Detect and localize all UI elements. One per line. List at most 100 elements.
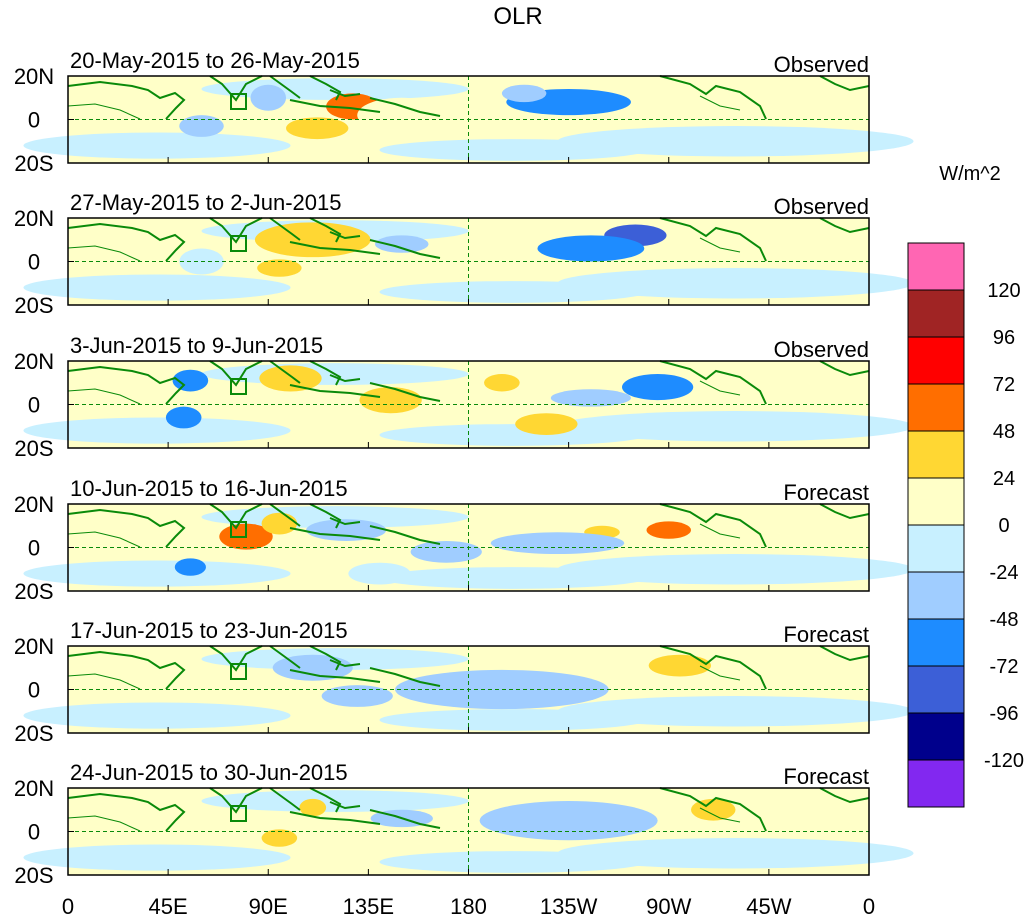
y-tick-label: 0: [28, 108, 40, 133]
olr-anomaly-region: [306, 519, 387, 541]
olr-anomaly-region: [646, 521, 691, 539]
panel: 20N 0 20S 17-Jun-2015 to 23-Jun-2015 Forecas…: [14, 618, 914, 746]
colorbar-level-label: -72: [990, 656, 1019, 678]
colorbar-level-label: 0: [998, 515, 1009, 537]
colorbar-swatch: [907, 336, 965, 385]
olr-anomaly-region: [395, 669, 609, 710]
olr-anomaly-region: [648, 654, 712, 677]
panel-kind-label: Forecast: [783, 622, 869, 647]
x-tick-label: 180: [450, 894, 487, 919]
weak-negative-region: [379, 709, 647, 731]
olr-anomaly-region: [257, 259, 302, 277]
olr-anomaly-region: [299, 798, 327, 817]
x-tick-label: 90W: [646, 894, 691, 919]
colorbar-level-label: 120: [987, 280, 1020, 302]
colorbar-level-label: -96: [990, 703, 1019, 725]
panels: 20N 0 20S 20-May-2015 to 26-May-2015 Observe…: [14, 48, 914, 888]
olr-anomaly-region: [501, 84, 547, 103]
y-tick-label: 20N: [14, 349, 54, 374]
weak-negative-field: [23, 790, 914, 873]
olr-anomaly-region: [259, 365, 322, 392]
x-axis: 0 45E 90E 135E 180 135W 90W 45W 0: [62, 894, 875, 919]
x-tick-label: 135W: [540, 894, 598, 919]
olr-anomaly-region: [359, 387, 422, 414]
olr-anomaly-region: [286, 117, 349, 140]
panel-kind-label: Observed: [774, 52, 869, 77]
panel: 20N 0 20S 27-May-2015 to 2-Jun-2015 Observed: [14, 190, 914, 318]
olr-anomaly-region: [321, 685, 393, 707]
y-tick-label: 20S: [14, 151, 53, 176]
olr-anomaly-region: [250, 84, 287, 111]
panel-date-range: 27-May-2015 to 2-Jun-2015: [70, 190, 342, 215]
colorbar-swatch: [907, 524, 965, 573]
colorbar-unit-label: W/m^2: [939, 163, 1001, 185]
olr-anomaly-region: [261, 512, 298, 535]
weak-negative-region: [379, 424, 647, 446]
colorbar-level-label: 96: [993, 327, 1015, 349]
panel: 20N 0 20S 20-May-2015 to 26-May-2015 Observe…: [14, 48, 914, 176]
panel-date-range: 3-Jun-2015 to 9-Jun-2015: [70, 333, 323, 358]
olr-anomaly-region: [170, 667, 233, 703]
y-tick-label: 20N: [14, 634, 54, 659]
panel-date-range: 10-Jun-2015 to 16-Jun-2015: [70, 476, 348, 501]
panel-date-range: 17-Jun-2015 to 23-Jun-2015: [70, 618, 348, 643]
weak-negative-region: [379, 139, 647, 161]
weak-negative-region: [23, 132, 291, 159]
olr-anomaly-region: [348, 562, 411, 585]
y-tick-label: 20S: [14, 721, 53, 746]
y-tick-label: 20N: [14, 492, 54, 517]
olr-anomaly-region: [410, 540, 482, 563]
colorbar-level-label: -24: [990, 562, 1019, 584]
y-tick-label: 20S: [14, 293, 53, 318]
colorbar: W/m^2 120 96 72 48 24 0 -24 -48 -72 -96 -120: [907, 163, 1024, 808]
olr-anomaly-region: [254, 222, 371, 258]
panel-kind-label: Forecast: [783, 764, 869, 789]
y-tick-label: 0: [28, 536, 40, 561]
colorbar-swatch: [907, 477, 965, 526]
x-tick-label: 0: [62, 894, 74, 919]
colorbar-swatch: [907, 430, 965, 479]
weak-negative-region: [379, 851, 647, 873]
colorbar-swatch: [907, 289, 965, 338]
olr-anomaly-region: [515, 413, 578, 435]
weak-negative-region: [557, 696, 914, 727]
olr-anomaly-region: [165, 406, 202, 429]
colorbar-level-label: 72: [993, 374, 1015, 396]
weak-negative-region: [557, 554, 914, 585]
x-tick-label: 45W: [746, 894, 791, 919]
weak-negative-region: [557, 126, 914, 157]
olr-anomaly-region: [357, 97, 447, 133]
x-tick-label: 90E: [249, 894, 288, 919]
weak-negative-region: [379, 281, 647, 303]
weak-negative-region: [23, 274, 291, 301]
colorbar-level-label: -48: [990, 609, 1019, 631]
olr-anomaly-region: [479, 801, 658, 841]
olr-anomaly-region: [490, 532, 625, 555]
olr-anomaly-region: [174, 558, 206, 576]
weak-negative-region: [557, 268, 914, 299]
colorbar-swatch: [907, 571, 965, 620]
panel: 20N 0 20S 10-Jun-2015 to 16-Jun-2015 Forecas…: [14, 476, 914, 604]
weak-negative-field: [23, 363, 914, 446]
y-tick-label: 0: [28, 678, 40, 703]
y-tick-label: 0: [28, 820, 40, 845]
olr-anomaly-region: [375, 235, 429, 253]
x-tick-label: 135E: [343, 894, 394, 919]
y-tick-label: 20S: [14, 579, 53, 604]
panel-kind-label: Forecast: [783, 480, 869, 505]
y-tick-label: 20N: [14, 776, 54, 801]
weak-negative-region: [557, 411, 914, 442]
panel-date-range: 24-Jun-2015 to 30-Jun-2015: [70, 760, 348, 785]
y-tick-label: 20S: [14, 436, 53, 461]
colorbar-level-label: 48: [993, 421, 1015, 443]
weak-negative-region: [557, 838, 914, 869]
colorbar-level-label: -120: [984, 750, 1024, 772]
x-tick-label: 0: [863, 894, 875, 919]
olr-anomaly-region: [179, 115, 224, 137]
y-tick-label: 0: [28, 250, 40, 275]
panel-date-range: 20-May-2015 to 26-May-2015: [70, 48, 360, 73]
olr-anomaly-region: [537, 235, 645, 262]
panel: 20N 0 20S 3-Jun-2015 to 9-Jun-2015 Observed: [14, 333, 914, 461]
weak-negative-region: [23, 844, 291, 871]
